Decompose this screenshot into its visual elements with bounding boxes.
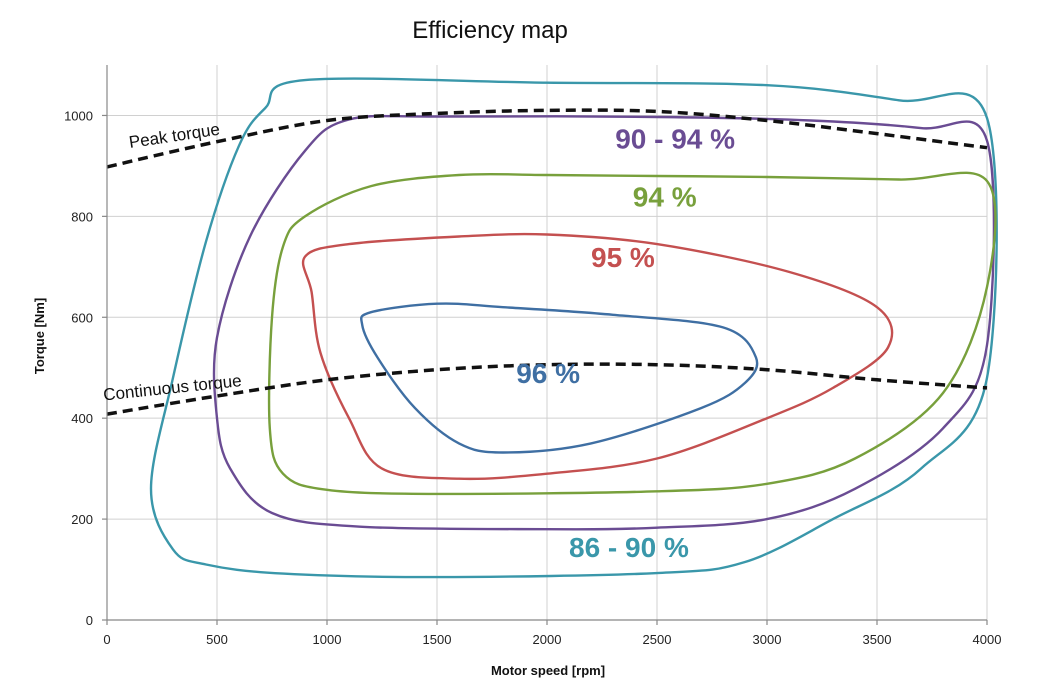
region-label-1: 90 - 94 %: [615, 123, 735, 154]
chart-title: Efficiency map: [412, 17, 568, 44]
region-label-4: 96 %: [516, 358, 580, 389]
x-tick-label-1500: 1500: [423, 632, 452, 647]
efficiency-contour-1: [212, 114, 996, 531]
x-tick-label-4000: 4000: [973, 632, 1002, 647]
x-tick-label-2500: 2500: [643, 632, 672, 647]
region-label-0: 86 - 90 %: [569, 532, 689, 563]
torque-curve-label-0: Peak torque: [128, 120, 221, 152]
region-labels: 86 - 90 % 90 - 94 % 94 % 95 % 96 % Peak torqu…: [102, 120, 735, 563]
y-axis-title: Torque [Nm]: [32, 298, 47, 374]
y-tick-label-1000: 1000: [64, 108, 93, 123]
y-tick-label-400: 400: [71, 411, 93, 426]
efficiency-contour-0: [149, 77, 998, 579]
torque-curve-0: [106, 108, 988, 169]
region-label-2: 94 %: [633, 181, 697, 212]
torque-curve-1: [106, 362, 988, 416]
x-tick-label-2000: 2000: [533, 632, 562, 647]
y-tick-label-0: 0: [86, 613, 93, 628]
region-label-3: 95 %: [591, 242, 655, 273]
efficiency-contour-3: [301, 232, 894, 481]
efficiency-regions: [149, 77, 998, 579]
x-tick-label-3000: 3000: [753, 632, 782, 647]
x-axis-title: Motor speed [rpm]: [491, 663, 605, 678]
x-tick-label-3500: 3500: [863, 632, 892, 647]
x-tick-label-1000: 1000: [313, 632, 342, 647]
efficiency-contour-4: [360, 302, 759, 454]
y-tick-label-200: 200: [71, 512, 93, 527]
efficiency-contour-2: [267, 171, 997, 496]
x-tick-label-0: 0: [103, 632, 110, 647]
x-tick-label-500: 500: [206, 632, 228, 647]
axes: 0 500 1000 1500 2000 2500 3000 3500 4000 0 200 400 6…: [64, 65, 1001, 647]
y-tick-label-800: 800: [71, 209, 93, 224]
torque-curves: [106, 108, 988, 416]
y-tick-label-600: 600: [71, 310, 93, 325]
